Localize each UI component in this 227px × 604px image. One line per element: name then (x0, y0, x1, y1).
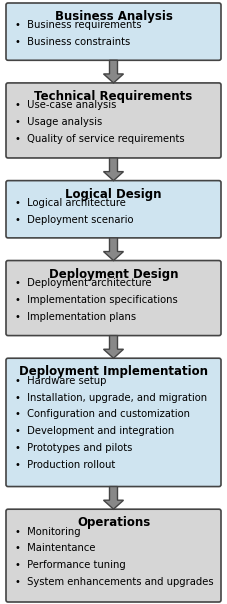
Text: •  Deployment architecture: • Deployment architecture (15, 278, 152, 288)
Text: •  Maintentance: • Maintentance (15, 544, 96, 553)
Text: •  Use-case analysis: • Use-case analysis (15, 100, 116, 111)
Polygon shape (104, 60, 123, 83)
Text: •  Implementation plans: • Implementation plans (15, 312, 136, 322)
Text: •  Production rollout: • Production rollout (15, 460, 115, 470)
Text: Deployment Design: Deployment Design (49, 268, 178, 281)
Text: •  Hardware setup: • Hardware setup (15, 376, 106, 385)
Polygon shape (104, 238, 123, 260)
FancyBboxPatch shape (6, 509, 221, 602)
Text: •  Performance tuning: • Performance tuning (15, 561, 126, 570)
Polygon shape (104, 336, 123, 358)
Text: •  Monitoring: • Monitoring (15, 527, 81, 536)
Text: •  Deployment scenario: • Deployment scenario (15, 215, 133, 225)
Text: •  Quality of service requirements: • Quality of service requirements (15, 134, 185, 144)
Text: •  Usage analysis: • Usage analysis (15, 117, 102, 127)
Text: •  Business constraints: • Business constraints (15, 37, 130, 47)
Text: Business Analysis: Business Analysis (54, 10, 173, 23)
Text: Operations: Operations (77, 516, 150, 529)
Text: •  Implementation specifications: • Implementation specifications (15, 295, 178, 305)
Polygon shape (104, 158, 123, 181)
FancyBboxPatch shape (6, 358, 221, 487)
Text: •  System enhancements and upgrades: • System enhancements and upgrades (15, 577, 214, 587)
Text: •  Business requirements: • Business requirements (15, 21, 141, 30)
FancyBboxPatch shape (6, 3, 221, 60)
FancyBboxPatch shape (6, 181, 221, 238)
Text: Technical Requirements: Technical Requirements (34, 90, 193, 103)
FancyBboxPatch shape (6, 260, 221, 336)
Text: •  Prototypes and pilots: • Prototypes and pilots (15, 443, 132, 453)
Text: Logical Design: Logical Design (65, 188, 162, 201)
Text: •  Configuration and customization: • Configuration and customization (15, 410, 190, 419)
Text: •  Logical architecture: • Logical architecture (15, 198, 126, 208)
Polygon shape (104, 487, 123, 509)
Text: Deployment Implementation: Deployment Implementation (19, 365, 208, 378)
Text: •  Installation, upgrade, and migration: • Installation, upgrade, and migration (15, 393, 207, 402)
Text: •  Development and integration: • Development and integration (15, 426, 174, 436)
FancyBboxPatch shape (6, 83, 221, 158)
